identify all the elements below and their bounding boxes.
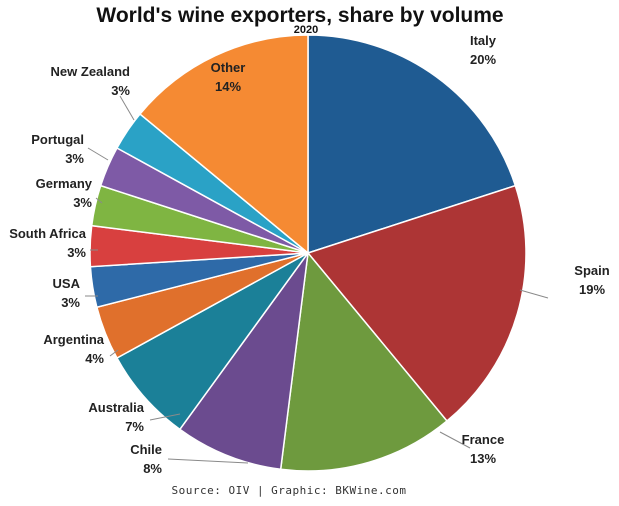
slice-value-other: 14% <box>215 79 241 94</box>
slice-label-new-zealand: New Zealand <box>51 64 131 79</box>
slice-label-south-africa: South Africa <box>9 226 87 241</box>
leader-line <box>519 289 549 299</box>
slice-value-chile: 8% <box>143 461 162 476</box>
slice-value-france: 13% <box>470 451 496 466</box>
leader-line <box>149 413 181 421</box>
leader-line <box>119 95 135 121</box>
slice-label-portugal: Portugal <box>31 132 84 147</box>
slice-label-france: France <box>462 432 505 447</box>
slice-label-argentina: Argentina <box>43 332 104 347</box>
pie-slice-italy <box>307 34 517 255</box>
pie-slices <box>89 34 527 472</box>
slice-label-chile: Chile <box>130 442 162 457</box>
slice-value-usa: 3% <box>61 295 80 310</box>
slice-label-usa: USA <box>53 276 81 291</box>
pie-slice-chile <box>178 252 309 471</box>
slice-value-italy: 20% <box>470 52 496 67</box>
leader-line <box>87 147 109 161</box>
slice-label-germany: Germany <box>36 176 93 191</box>
leader-line <box>439 431 471 449</box>
slice-label-spain: Spain <box>574 263 609 278</box>
chart-title: World's wine exporters, share by volume <box>96 4 503 27</box>
source-credit: Source: OIV | Graphic: BKWine.com <box>171 484 406 497</box>
slice-value-new-zealand: 3% <box>111 83 130 98</box>
leader-lines <box>85 95 549 464</box>
slice-value-spain: 19% <box>579 282 605 297</box>
slice-labels: Italy 20% Spain 19% France 13% Chile 8% Australi… <box>9 33 610 476</box>
chart-subtitle: 2020 <box>294 24 318 36</box>
slice-value-argentina: 4% <box>85 351 104 366</box>
pie-slice-other <box>138 34 309 255</box>
pie-slice-spain <box>306 184 527 423</box>
leader-line <box>167 458 249 464</box>
slice-value-australia: 7% <box>125 419 144 434</box>
leader-line <box>95 197 103 204</box>
slice-value-south-africa: 3% <box>67 245 86 260</box>
slice-label-other: Other <box>211 60 246 75</box>
slice-label-australia: Australia <box>88 400 144 415</box>
slice-label-italy: Italy <box>470 33 497 48</box>
pie-slice-france <box>279 251 449 472</box>
slice-value-germany: 3% <box>73 195 92 210</box>
slice-value-portugal: 3% <box>65 151 84 166</box>
leader-line <box>109 349 119 357</box>
